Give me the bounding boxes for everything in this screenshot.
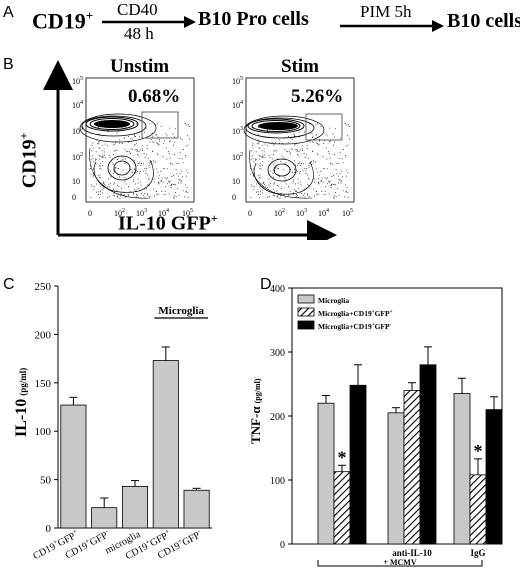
panel-d-bracket	[317, 560, 483, 567]
flow-plot-unstim-gate	[141, 111, 179, 139]
panel-c-y-tick-label: 200	[35, 329, 52, 341]
panel-d-y-tick-label: 100	[270, 476, 285, 487]
flow-x-tick-label: 0	[88, 209, 92, 218]
flow-y-tick-label: 10	[72, 177, 80, 186]
panel-d-bar	[317, 402, 335, 545]
panel-c-y-tick-label: 150	[35, 378, 52, 390]
panel-c-letter: C	[3, 276, 15, 293]
panel-d-letter: D	[260, 276, 272, 293]
panel-d-legend-label: Microglia+CD19+GFP+	[318, 309, 393, 318]
panel-d-bar	[485, 409, 503, 545]
flow-x-tick-label: 103	[136, 208, 147, 218]
flow-y-tick-label: 103	[72, 126, 83, 136]
panel-d-group-label: IgG	[470, 548, 485, 558]
flow-plot-unstim-percent: 0.68%	[128, 86, 181, 107]
flow-plot-stim-title: Stim	[281, 56, 319, 77]
panel-a-mid: B10 Pro cells	[198, 8, 309, 30]
panel-a-end: B10 cells	[447, 10, 520, 32]
panel-c-y-tick-label: 100	[35, 426, 52, 438]
flow-x-tick-label: 103	[296, 208, 307, 218]
flow-y-tick-label: 104	[232, 100, 243, 110]
panel-c-chart: 050100150200250IL-10(pg/ml)CD19+GFP+CD19…	[13, 281, 212, 562]
panel-d-significance-star: *	[338, 447, 347, 467]
flow-plot-stim-y-ticks: 105 104 103 102 10 0	[232, 76, 243, 202]
flow-x-tick-label: 105	[182, 208, 193, 218]
panel-d-bar	[419, 364, 437, 545]
panel-a-letter: A	[3, 4, 14, 21]
flow-x-tick-label: 104	[158, 208, 169, 218]
flow-plot-unstim-title: Unstim	[110, 56, 170, 77]
panel-d-bar	[469, 474, 487, 545]
panel-d-group-label: anti-IL-10	[392, 548, 432, 558]
panel-c-y-tick-label: 0	[46, 523, 52, 535]
panel-a-arrow1-label-bottom: 48 h	[124, 24, 154, 43]
panel-a-arrow1	[102, 16, 196, 28]
flow-x-tick-label: 0	[248, 209, 252, 218]
panel-d-y-tick-label: 200	[270, 412, 285, 423]
panel-c-annotation: Microglia	[158, 305, 204, 317]
flow-y-tick-label: 105	[72, 76, 83, 86]
panel-c-bar	[152, 360, 179, 529]
panel-a-arrow1-label-top: CD40	[117, 0, 158, 19]
flow-y-tick-label: 102	[232, 152, 243, 162]
flow-plot-stim-x-ticks: 0 102 103 104 105	[248, 208, 353, 218]
panel-d-legend-swatch	[297, 320, 315, 330]
panel-d-y-tick-label: 300	[270, 348, 285, 359]
flow-x-tick-label: 102	[114, 208, 125, 218]
flow-y-tick-label: 104	[72, 100, 83, 110]
flow-x-tick-label: 105	[342, 208, 353, 218]
panel-b-letter: B	[3, 56, 14, 73]
flow-y-tick-label: 0	[72, 193, 76, 202]
panel-d-legend-swatch	[297, 307, 315, 317]
flow-x-tick-label: 102	[274, 208, 285, 218]
panel-d-bar	[453, 393, 471, 545]
panel-a-arrow2	[340, 20, 444, 32]
panel-d-ylabel: TNF-α(pg/ml)	[248, 378, 263, 444]
panel-c-y-tick-label: 250	[35, 281, 52, 293]
flow-y-tick-label: 103	[232, 126, 243, 136]
panel-d-legend-label: Microglia	[318, 296, 349, 305]
flow-y-tick-label: 102	[72, 152, 83, 162]
panel-a-arrow2-label: PIM 5h	[360, 2, 412, 21]
panel-d-bar	[403, 390, 421, 545]
flow-plot-stim-gate	[305, 113, 343, 141]
flow-plot-stim	[243, 77, 355, 203]
panel-d-chart: 0 100 200 300 400 TNF-α(pg/ml) * * Microglia Micr…	[248, 284, 503, 567]
panel-a-start: CD19+	[32, 8, 94, 34]
panel-d-legend-swatch	[297, 294, 315, 304]
flow-plot-unstim-contours	[79, 113, 157, 199]
panel-d-significance-star: *	[474, 441, 483, 461]
panel-d-y-tick-label: 400	[270, 284, 285, 295]
panel-d-bottom-label: + MCMV	[383, 558, 416, 567]
panel-c-bar	[91, 507, 118, 529]
panel-d-y-tick-label: 0	[280, 540, 285, 551]
panel-c-bar	[60, 404, 87, 529]
flow-plot-stim-percent: 5.26%	[291, 86, 344, 107]
panel-d-legend-label: Microglia+CD19+GFP-	[318, 322, 392, 331]
panel-c-bar	[121, 485, 149, 529]
flow-plot-unstim	[79, 77, 195, 203]
panel-a-arrows	[102, 16, 444, 32]
panel-b-xlabel: IL-10 GFP+	[118, 211, 218, 235]
panel-d-bar	[387, 412, 405, 545]
panel-c-ylabel: IL-10(pg/ml)	[13, 368, 30, 437]
panel-d-bar	[333, 471, 351, 545]
flow-y-tick-label: 0	[232, 193, 236, 202]
flow-y-tick-label: 10	[232, 177, 240, 186]
flow-plot-unstim-x-ticks: 0 102 103 104 105	[88, 208, 193, 218]
panel-c-y-tick-label: 50	[40, 475, 52, 487]
flow-x-tick-label: 104	[318, 208, 329, 218]
flow-y-tick-label: 105	[232, 76, 243, 86]
flow-plot-stim-contours	[243, 115, 325, 199]
panel-c-bar	[183, 489, 210, 529]
flow-plot-unstim-y-ticks: 105 104 103 102 10 0	[72, 76, 83, 202]
panel-d-bar	[349, 384, 367, 545]
